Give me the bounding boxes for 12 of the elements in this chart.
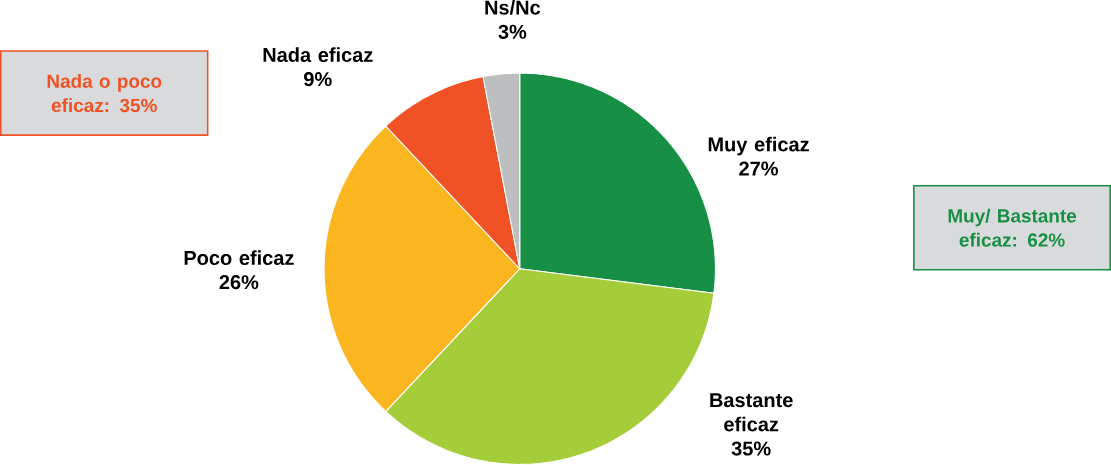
- data-label: 27%: [739, 161, 778, 176]
- slice-label: Bastante eficaz: [710, 393, 793, 432]
- slice-label: Muy eficaz: [708, 136, 809, 156]
- data-label: 35%: [731, 441, 771, 456]
- data-label: 9%: [304, 72, 332, 87]
- text: Nada o poco eficaz: 35%: [47, 74, 162, 113]
- text: Muy/ Bastante eficaz: 62%: [948, 208, 1077, 247]
- slice-label: Ns/Nc: [485, 0, 541, 15]
- data-label: 3%: [498, 24, 527, 39]
- slice-label: Poco eficaz: [184, 250, 294, 266]
- data-label: 26%: [219, 275, 259, 290]
- slice-label: Nada eficaz: [263, 47, 373, 63]
